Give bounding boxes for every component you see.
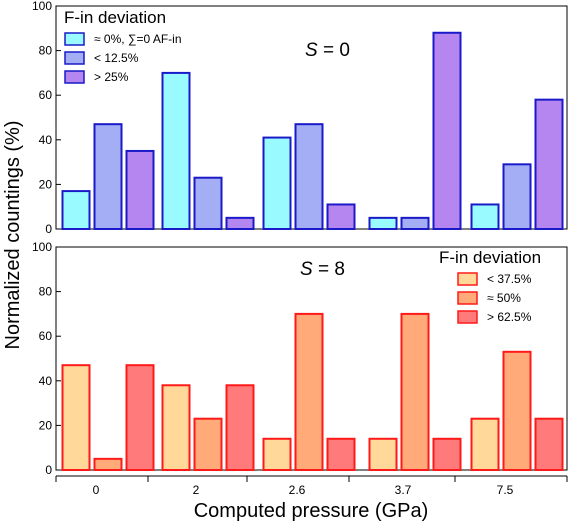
panel-top-y-tick-label: 40 [39, 133, 53, 147]
panel-bottom-legend-label: > 62.5% [487, 310, 532, 324]
panel-bottom-bar [400, 312, 430, 471]
panel-bottom-bar [193, 417, 223, 471]
x-tick-label: 7.5 [497, 483, 514, 497]
panel-top-bar [193, 176, 223, 231]
panel-top-bar [294, 123, 324, 230]
panel-bottom-legend-label: < 37.5% [487, 272, 532, 286]
panel-bottom-legend-items: < 37.5% ≈ 50% > 62.5% [457, 272, 532, 324]
panel-top-legend-title: F-in deviation [64, 8, 166, 27]
panel-bottom-label-var: S [300, 259, 313, 280]
panel-top-bar [534, 98, 564, 230]
panel-bottom-bar [93, 457, 123, 472]
panel-bottom-bar [61, 364, 91, 471]
panel-top-bar [262, 136, 292, 231]
panel-top-bar [400, 216, 430, 231]
panel-top-legend-items: ≈ 0%, ∑=0 AF-in < 12.5% > 25% [64, 32, 182, 84]
panel-bottom-y-tick-label: 20 [39, 418, 53, 432]
panel-bottom-legend: F-in deviation < 37.5% ≈ 50% > 62.5% [439, 248, 541, 324]
panel-bottom-legend-label: ≈ 50% [487, 291, 521, 305]
panel-bottom-bar [161, 384, 191, 472]
panel-top-bar [161, 71, 191, 231]
x-axis-title: Computed pressure (GPa) [194, 500, 429, 522]
x-axis-ticks: 0 2 2.6 3.7 7.5 [55, 476, 568, 497]
panel-bottom-bar [368, 437, 398, 471]
panel-bottom-bar [225, 384, 255, 472]
x-tick-label: 2.6 [289, 483, 306, 497]
panel-top: 0 20 40 60 80 100 S = 0 F-in deviation ≈ 0%, … [32, 0, 568, 236]
panel-top-bar [502, 163, 532, 230]
panel-top-bar [93, 123, 123, 230]
panel-top-y-tick-label: 60 [39, 88, 53, 102]
panel-top-bar [368, 216, 398, 231]
panel-top-y-tick-label: 80 [39, 44, 53, 58]
panel-bottom-bar [432, 437, 462, 471]
panel-bottom: 0 20 40 60 80 100 S = 8 F-in deviation < 37.5… [32, 240, 568, 477]
panel-bottom-bar [502, 350, 532, 471]
panel-top-legend: F-in deviation ≈ 0%, ∑=0 AF-in < 12.5% > 2… [64, 8, 182, 84]
panel-top-legend-swatch [64, 70, 85, 84]
panel-bottom-bar [534, 417, 564, 471]
panel-top-bar [61, 190, 91, 230]
panel-top-bar [432, 31, 462, 231]
panel-top-y-tick-label: 20 [39, 177, 53, 191]
panel-top-bars [61, 31, 564, 231]
panel-top-label-var: S [305, 40, 318, 61]
panel-bottom-y-tick-label: 100 [32, 240, 52, 254]
panel-top-label: S = 0 [305, 40, 350, 61]
panel-bottom-bars [61, 312, 564, 472]
panel-bottom-y-tick-label: 60 [39, 329, 53, 343]
panel-top-legend-label: < 12.5% [94, 51, 139, 65]
x-axis: 0 2 2.6 3.7 7.5 [55, 475, 568, 497]
panel-bottom-y-ticks: 0 20 40 60 80 100 [32, 240, 61, 477]
panel-bottom-legend-swatch [457, 272, 478, 286]
x-tick-label: 0 [93, 483, 100, 497]
panel-top-legend-label: > 25% [94, 70, 129, 84]
y-axis-title: Normalized countings (%) [2, 121, 24, 350]
panel-top-label-rest: = 0 [318, 40, 350, 61]
panel-top-y-ticks: 0 20 40 60 80 100 [32, 0, 61, 236]
panel-top-bar [470, 203, 500, 231]
panel-bottom-bar [262, 437, 292, 471]
panel-top-y-tick-label: 0 [45, 222, 52, 236]
panel-top-legend-swatch [64, 51, 85, 65]
panel-bottom-label-rest: = 8 [313, 259, 345, 280]
panel-top-y-tick-label: 100 [32, 0, 52, 13]
panel-bottom-label: S = 8 [300, 259, 345, 280]
panel-bottom-legend-title: F-in deviation [439, 248, 541, 267]
panel-top-bar [225, 216, 255, 231]
panel-top-legend-label: ≈ 0%, ∑=0 AF-in [94, 32, 182, 46]
panel-bottom-y-tick-label: 40 [39, 374, 53, 388]
x-tick-label: 3.7 [395, 483, 412, 497]
panel-bottom-legend-swatch [457, 291, 478, 305]
panel-top-legend-swatch [64, 32, 85, 46]
panel-bottom-bar [125, 364, 155, 471]
panel-top-bar [326, 203, 356, 231]
panel-bottom-bar [470, 417, 500, 471]
panel-bottom-y-tick-label: 0 [45, 463, 52, 477]
panel-top-bar [125, 149, 155, 230]
panel-bottom-bar [294, 312, 324, 471]
panel-bottom-y-tick-label: 80 [39, 285, 53, 299]
panel-bottom-bar [326, 437, 356, 471]
x-tick-label: 2 [193, 483, 200, 497]
panel-bottom-legend-swatch [457, 310, 478, 324]
